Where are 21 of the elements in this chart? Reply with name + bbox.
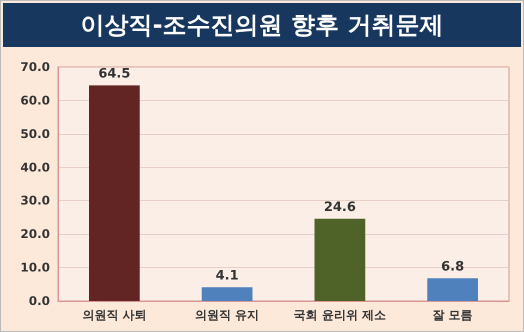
- bar: [202, 287, 252, 301]
- x-tick-label: 잘 모름: [432, 308, 473, 322]
- data-label: 4.1: [216, 268, 239, 284]
- y-tick-label: 70.0: [20, 60, 50, 74]
- chart-title: 이상직-조수진의원 향후 거취문제: [3, 3, 521, 47]
- x-tick-label: 국회 윤리위 제소: [294, 308, 386, 322]
- y-tick-label: 20.0: [20, 227, 50, 242]
- y-tick-label: 30.0: [20, 194, 50, 208]
- x-tick-label: 의원직 사퇴: [82, 308, 146, 322]
- data-label: 64.5: [98, 66, 130, 82]
- y-tick-label: 10.0: [20, 260, 50, 275]
- bar: [427, 278, 478, 301]
- bar: [89, 85, 140, 301]
- bar: [314, 218, 366, 301]
- y-tick-label: 0.0: [28, 294, 50, 308]
- y-tick-label: 60.0: [20, 93, 50, 108]
- x-tick-label: 의원직 유지: [195, 308, 260, 322]
- data-label: 6.8: [441, 259, 464, 274]
- data-label: 24.6: [324, 200, 356, 215]
- y-tick-label: 50.0: [20, 126, 50, 141]
- y-tick-label: 40.0: [20, 160, 50, 174]
